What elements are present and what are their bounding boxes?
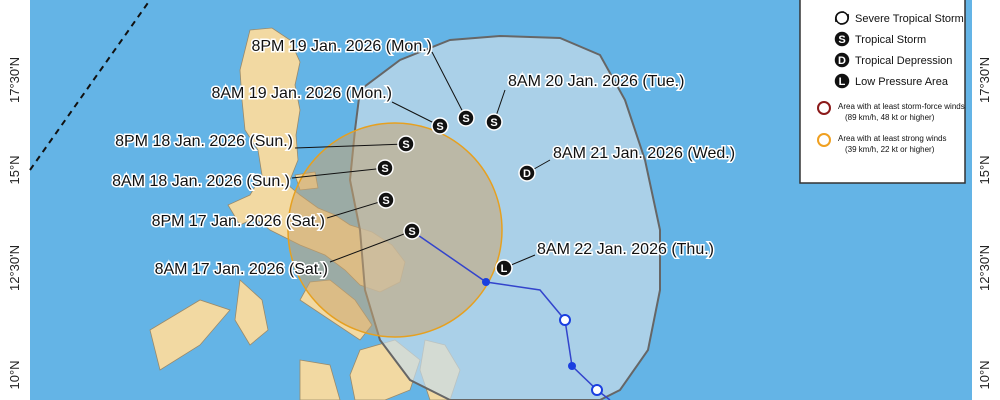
storm-symbol (495, 259, 513, 277)
storm-symbol (431, 117, 449, 135)
latitude-label: 15°N (7, 155, 22, 184)
symbol-letter: D (838, 55, 846, 67)
storm-symbol (397, 135, 415, 153)
area-symbol (817, 133, 831, 147)
symbol-letter: S (838, 34, 845, 46)
symbol-letter: S (436, 121, 443, 133)
forecast-label: 8AM 19 Jan. 2026 (Mon.) (211, 85, 392, 102)
storm-symbol (833, 30, 851, 48)
forecast-label: 8AM 22 Jan. 2026 (Thu.) (537, 241, 714, 258)
track-dot (568, 362, 576, 370)
symbol-letter: S (490, 117, 497, 129)
legend-box (799, 0, 966, 184)
latitude-label: 17°30'N (977, 57, 992, 103)
symbol-letter: S (382, 195, 389, 207)
latitude-label: 12°30'N (977, 245, 992, 291)
legend-area-detail: (89 km/h, 48 kt or higher) (845, 113, 935, 122)
storm-symbol (833, 51, 851, 69)
legend-label: Tropical Storm (855, 34, 926, 46)
storm-symbol (377, 191, 395, 209)
latitude-label: 10°N (7, 360, 22, 389)
storm-symbol (833, 72, 851, 90)
legend-label: Tropical Depression (855, 55, 952, 67)
legend-area-detail: (39 km/h, 22 kt or higher) (845, 145, 935, 154)
forecast-label: 8PM 17 Jan. 2026 (Sat.) (152, 213, 325, 230)
par-boundary (29, 0, 151, 171)
storm-symbol (376, 159, 394, 177)
track-dot (559, 314, 571, 326)
symbol-letter: S (402, 139, 409, 151)
storm-symbol (403, 222, 421, 240)
track-dot (591, 384, 603, 396)
storm-symbol (457, 109, 475, 127)
legend-area-label: Area with at least storm-force winds (838, 102, 965, 111)
area-symbol (817, 101, 831, 115)
forecast-label: 8PM 19 Jan. 2026 (Mon.) (251, 38, 432, 55)
leader-line (431, 51, 467, 119)
track-dot (482, 278, 490, 286)
latitude-label: 12°30'N (7, 245, 22, 291)
latitude-label: 15°N (977, 155, 992, 184)
severe-storm-swirl (834, 11, 850, 25)
leader-line (391, 101, 441, 127)
forecast-label: 8PM 18 Jan. 2026 (Sun.) (115, 133, 293, 150)
forecast-label: 8AM 17 Jan. 2026 (Sat.) (155, 261, 328, 278)
forecast-label: 8AM 20 Jan. 2026 (Tue.) (508, 73, 684, 90)
leader-line (291, 167, 386, 179)
leader-line (329, 230, 413, 263)
symbol-letter: S (408, 226, 415, 238)
forecast-label: 8AM 21 Jan. 2026 (Wed.) (553, 145, 735, 162)
symbol-letter: D (523, 168, 531, 180)
storm-symbol (518, 164, 536, 182)
legend-label: Severe Tropical Storm (855, 13, 964, 25)
leader-line (326, 199, 387, 219)
latitude-label: 10°N (977, 360, 992, 389)
storm-symbol (485, 113, 503, 131)
forecast-label: 8AM 18 Jan. 2026 (Sun.) (112, 173, 290, 190)
legend-label: Low Pressure Area (855, 76, 949, 88)
strong-winds-area (287, 122, 503, 338)
symbol-letter: S (462, 113, 469, 125)
latitude-label: 17°30'N (7, 57, 22, 103)
leader-line (294, 143, 407, 149)
symbol-letter: L (501, 263, 508, 275)
symbol-letter: L (839, 76, 846, 88)
symbol-letter: S (381, 163, 388, 175)
legend-area-label: Area with at least strong winds (838, 134, 947, 143)
